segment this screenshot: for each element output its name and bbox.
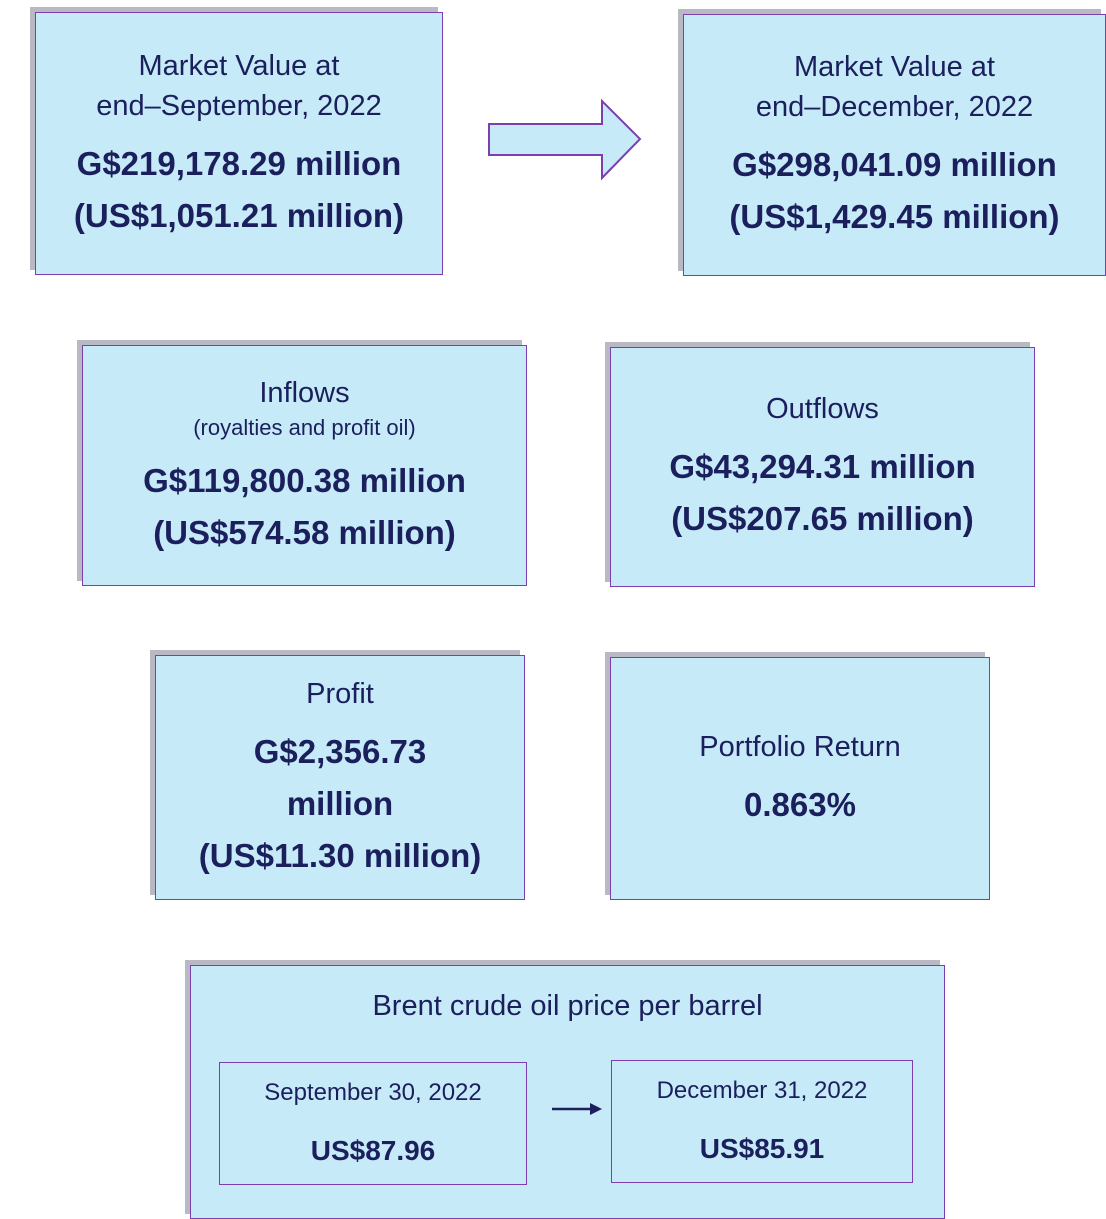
oil-from-date: September 30, 2022: [264, 1078, 482, 1106]
small-arrow: [552, 1103, 602, 1115]
box-value: (US$574.58 million): [153, 513, 456, 551]
inflows-box: Inflows (royalties and profit oil) G$119,8…: [82, 345, 527, 586]
portfolio-return-box: Portfolio Return 0.863%: [610, 657, 990, 900]
box-subtitle: (royalties and profit oil): [193, 414, 416, 440]
box-value: 0.863%: [744, 785, 856, 823]
box-value: G$119,800.38 million: [143, 461, 466, 499]
box-title: end–December, 2022: [755, 91, 1034, 123]
box-title: Market Value at: [794, 51, 995, 83]
box-value: (US$207.65 million): [671, 500, 974, 537]
arrow-shape: [488, 98, 642, 181]
profit-box: Profit G$2,356.73 million (US$11.30 millio…: [155, 655, 525, 900]
box-value: G$298,041.09 million: [732, 146, 1057, 183]
box-value: G$43,294.31 million: [669, 448, 976, 485]
box-title: Outflows: [766, 393, 879, 425]
box-title: Market Value at: [138, 49, 340, 82]
oil-to-price: US$85.91: [699, 1132, 825, 1164]
box-title: Inflows: [259, 376, 350, 409]
oil-to-box: December 31, 2022 US$85.91: [611, 1060, 913, 1183]
market-value-dec-box: Market Value at end–December, 2022 G$298,0…: [683, 14, 1106, 276]
oil-to-date: December 31, 2022: [656, 1076, 868, 1104]
arrow: [488, 98, 642, 181]
market-value-sep-box: Market Value at end–September, 2022 G$219,…: [35, 12, 443, 275]
box-value: G$2,356.73 million: [253, 732, 427, 822]
box-value: (US$11.30 million): [198, 836, 482, 874]
outflows-box: Outflows G$43,294.31 million (US$207.65 mi…: [610, 347, 1035, 587]
box-title: Portfolio Return: [699, 730, 901, 763]
box-value: G$219,178.29 million: [76, 144, 402, 182]
box-title: end–September, 2022: [96, 89, 382, 122]
box-value: (US$1,429.45 million): [729, 198, 1060, 235]
small-arrow-head: [590, 1103, 602, 1115]
oil-title: Brent crude oil price per barrel: [372, 990, 763, 1022]
oil-from-box: September 30, 2022 US$87.96: [219, 1062, 527, 1185]
oil-from-price: US$87.96: [310, 1134, 436, 1166]
box-title: Profit: [306, 677, 374, 710]
box-value: (US$1,051.21 million): [73, 196, 405, 234]
